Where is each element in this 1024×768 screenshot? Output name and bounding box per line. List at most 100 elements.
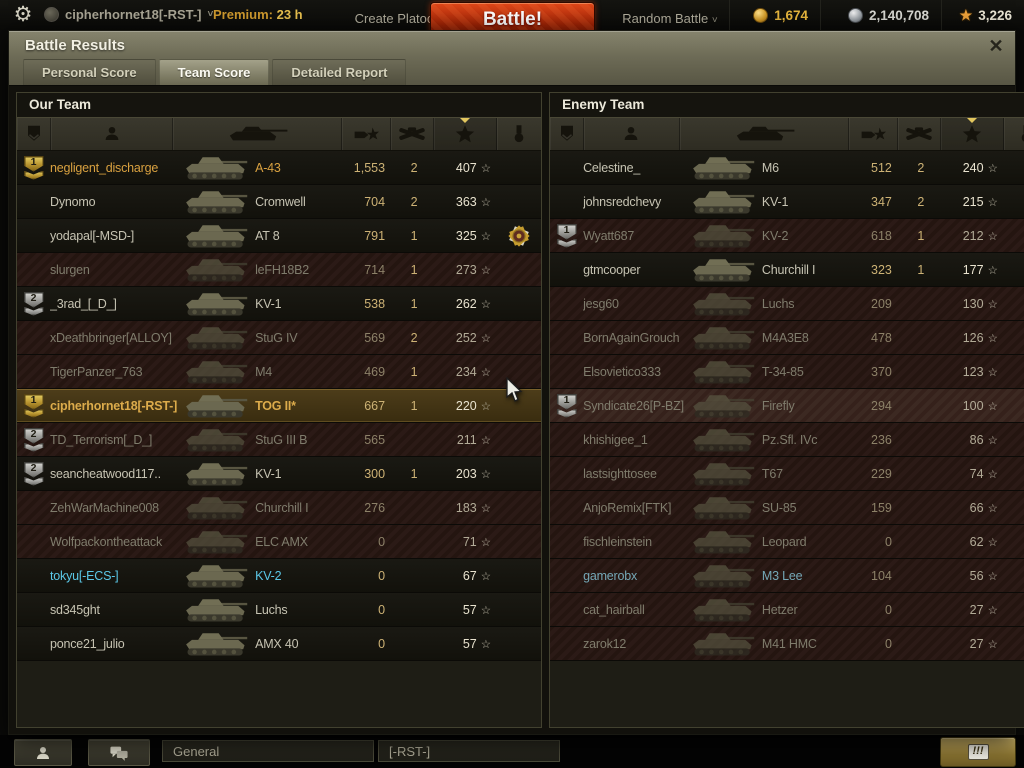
xp-cell: 212 ☆ xyxy=(942,229,1004,243)
free-xp-balance[interactable]: ★ 3,226 xyxy=(941,0,1024,30)
table-row[interactable]: 1 cipherhornet18[-RST-] TOG II* 667 1 22… xyxy=(17,389,542,422)
tab-team-score[interactable]: Team Score xyxy=(158,59,270,85)
header-player-column[interactable] xyxy=(584,118,680,150)
table-row[interactable]: lastsighttosee T67 229 74 ☆ xyxy=(550,457,1024,490)
premium-status[interactable]: Premium: 23 h xyxy=(213,7,303,22)
contacts-button[interactable] xyxy=(14,739,72,766)
table-row[interactable]: ZehWarMachine008 Churchill I 276 183 ☆ xyxy=(17,491,542,524)
player-name: Wyatt687 xyxy=(583,228,635,243)
tank-image xyxy=(684,392,762,419)
account-menu[interactable]: cipherhornet18[-RST-] ˅ xyxy=(44,7,213,22)
rank-badge-slot: 2 xyxy=(17,461,50,486)
table-row[interactable]: 1 Syndicate26[P-BZ] Firefly 294 100 ☆ xyxy=(550,389,1024,422)
tank-name: leFH18B2 xyxy=(255,262,310,277)
table-row[interactable]: cat_hairball Hetzer 0 27 ☆ xyxy=(550,593,1024,626)
table-row[interactable]: yodapal[-MSD-] AT 8 791 1 325 ☆ xyxy=(17,219,542,252)
header-medals-column[interactable] xyxy=(497,118,541,150)
battle-type-label: Random Battle xyxy=(622,11,709,26)
player-name: Elsovietico333 xyxy=(583,364,661,379)
rank-badge-slot xyxy=(550,530,583,554)
tank-name: M3 Lee xyxy=(761,568,803,583)
gold-balance[interactable]: 1,674 xyxy=(729,0,820,30)
xp-cell: 57 ☆ xyxy=(435,603,497,617)
table-row[interactable]: Wolfpackontheattack ELC AMX 0 71 ☆ xyxy=(17,525,542,558)
header-xp-column[interactable] xyxy=(940,118,1004,150)
tank-image xyxy=(684,562,762,589)
table-row[interactable]: BornAgainGrouch M4A3E8 478 126 ☆ xyxy=(550,321,1024,354)
header-rank-column[interactable] xyxy=(17,118,51,150)
table-row[interactable]: gamerobx M3 Lee 104 56 ☆ xyxy=(550,559,1024,592)
table-row[interactable]: Elsovietico333 T-34-85 370 123 ☆ xyxy=(550,355,1024,388)
table-row[interactable]: ponce21_julio AMX 40 0 57 ☆ xyxy=(17,627,542,660)
close-icon[interactable]: ✕ xyxy=(988,36,1004,56)
xp-cell: 177 ☆ xyxy=(942,263,1004,277)
table-row[interactable]: fischleinstein Leopard 0 62 ☆ xyxy=(550,525,1024,558)
damage-value: 0 xyxy=(884,534,892,549)
rank-badge-slot xyxy=(550,292,583,316)
credits-balance[interactable]: 2,140,708 xyxy=(820,0,941,30)
kills-value: 1 xyxy=(917,228,925,243)
table-row[interactable]: Celestine_ M6 512 2 240 ☆ xyxy=(550,151,1024,184)
header-damage-column[interactable] xyxy=(342,118,392,150)
header-player-column[interactable] xyxy=(51,118,174,150)
battle-notifier-button[interactable]: !!! xyxy=(940,737,1016,767)
tank-image xyxy=(177,426,255,453)
medal-slot xyxy=(1004,564,1024,588)
player-name: BornAgainGrouch xyxy=(583,330,680,345)
tank-name: SU-85 xyxy=(761,500,797,515)
header-kills-column[interactable] xyxy=(898,118,941,150)
settings-gear-icon[interactable]: ⚙ xyxy=(13,3,33,26)
tank-silhouette-icon xyxy=(693,497,755,520)
medal-slot xyxy=(1004,292,1024,316)
create-platoon-button[interactable]: Create Platoon xyxy=(354,11,442,26)
table-row[interactable]: 2 TD_Terrorism[_D_] StuG III B 565 211 ☆ xyxy=(17,423,542,456)
table-row[interactable]: 2 seancheatwood117.. KV-1 300 1 203 ☆ xyxy=(17,457,542,490)
player-name: johnsredchevy xyxy=(583,194,662,209)
header-rank-column[interactable] xyxy=(550,118,585,150)
medal-slot xyxy=(1004,394,1024,418)
header-vehicle-column[interactable] xyxy=(173,118,343,150)
table-row[interactable]: gtmcooper Churchill I 323 1 177 ☆ xyxy=(550,253,1024,286)
xp-value: 57 xyxy=(462,636,477,651)
table-row[interactable]: zarok12 M41 HMC 0 27 ☆ xyxy=(550,627,1024,660)
tank-name: ELC AMX xyxy=(255,534,308,549)
table-row[interactable]: 2 _3rad_[_D_] KV-1 538 1 262 ☆ xyxy=(17,287,542,320)
damage-value: 229 xyxy=(871,466,892,481)
channels-button[interactable] xyxy=(88,739,150,766)
battle-type-selector[interactable]: Random Battle ˅ xyxy=(605,11,735,26)
tank-image xyxy=(177,596,255,623)
table-row[interactable]: 1 Wyatt687 KV-2 618 1 212 ☆ xyxy=(550,219,1024,252)
free-xp-star-icon: ★ xyxy=(959,6,973,23)
xp-cell: 215 ☆ xyxy=(942,195,1004,209)
table-row[interactable]: AnjoRemix[FTK] SU-85 159 66 ☆ xyxy=(550,491,1024,524)
header-kills-column[interactable] xyxy=(391,118,435,150)
table-row[interactable]: 1 negligent_discharge A-43 1,553 2 407 ☆ xyxy=(17,151,542,184)
rank-badge-slot xyxy=(550,326,583,350)
table-row[interactable]: Dynomo Cromwell 704 2 363 ☆ xyxy=(17,185,542,218)
tab-detailed-report[interactable]: Detailed Report xyxy=(272,59,407,85)
table-row[interactable]: TigerPanzer_763 M4 469 1 234 ☆ xyxy=(17,355,542,388)
table-row[interactable]: khishigee_1 Pz.Sfl. IVc 236 86 ☆ xyxy=(550,423,1024,456)
table-row[interactable]: tokyu[-ECS-] KV-2 0 67 ☆ xyxy=(17,559,542,592)
xp-star-icon: ☆ xyxy=(987,332,998,345)
tab-personal-score[interactable]: Personal Score xyxy=(23,59,156,85)
header-vehicle-column[interactable] xyxy=(680,118,849,150)
header-medals-column[interactable] xyxy=(1004,118,1024,150)
xp-star-icon: ☆ xyxy=(987,604,998,617)
gold-coin-icon xyxy=(753,7,769,23)
channel-tab-clan[interactable]: [-RST-] xyxy=(378,740,560,762)
table-row[interactable]: xDeathbringer[ALLOY] StuG IV 569 2 252 ☆ xyxy=(17,321,542,354)
rank-badge-slot xyxy=(550,190,583,214)
lobby-top-bar: ⚙ cipherhornet18[-RST-] ˅ Premium: 23 h … xyxy=(0,0,1024,44)
table-row[interactable]: jesg60 Luchs 209 130 ☆ xyxy=(550,287,1024,320)
rank-badge-slot xyxy=(17,530,50,554)
tank-image xyxy=(684,494,762,521)
channel-tab-general[interactable]: General xyxy=(162,740,374,762)
table-row[interactable]: sd345ght Luchs 0 57 ☆ xyxy=(17,593,542,626)
xp-cell: 57 ☆ xyxy=(435,637,497,651)
table-row[interactable]: johnsredchevy KV-1 347 2 215 ☆ xyxy=(550,185,1024,218)
rank-badge-icon: 2 xyxy=(23,461,44,486)
header-damage-column[interactable] xyxy=(849,118,898,150)
header-xp-column[interactable] xyxy=(434,118,498,150)
table-row[interactable]: slurgen leFH18B2 714 1 273 ☆ xyxy=(17,253,542,286)
